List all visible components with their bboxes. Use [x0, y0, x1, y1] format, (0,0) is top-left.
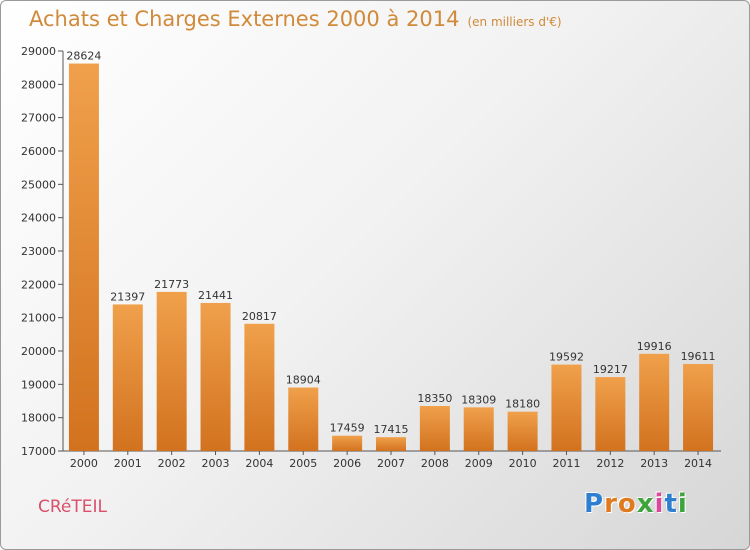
bar: [288, 387, 319, 451]
x-tick-label: 2009: [465, 457, 493, 470]
bar-value-label: 21773: [154, 278, 189, 291]
y-tick-label: 29000: [21, 45, 56, 58]
bar: [376, 437, 406, 451]
city-name: CRéTEIL: [38, 497, 107, 517]
x-tick-label: 2005: [289, 457, 317, 470]
x-axis: 2000 2001 2002 2003 2004 2005 2006 2007 2008 2009…: [63, 450, 721, 470]
bar: [683, 363, 714, 451]
bar: [639, 353, 670, 451]
y-tick-label: 20000: [21, 345, 56, 358]
bar-value-label: 19217: [593, 363, 628, 376]
bar: [551, 364, 582, 451]
logo-letter: P: [584, 489, 605, 519]
bar: [156, 291, 187, 451]
y-tick-label: 23000: [21, 245, 56, 258]
bar-value-label: 28624: [66, 50, 101, 63]
x-tick-label: 2008: [421, 457, 449, 470]
logo-letter: t: [664, 489, 678, 519]
y-tick-label: 18000: [21, 412, 56, 425]
bar-value-label: 21397: [110, 290, 145, 303]
x-tick-label: 2011: [552, 457, 580, 470]
bar: [507, 411, 538, 451]
bar: [332, 435, 363, 451]
y-tick-label: 27000: [21, 112, 56, 125]
bar-value-label: 18904: [286, 374, 321, 387]
x-tick-label: 2006: [333, 457, 361, 470]
y-tick-label: 25000: [21, 178, 56, 191]
x-tick-label: 2000: [70, 457, 98, 470]
y-tick-label: 22000: [21, 278, 56, 291]
y-tick-label: 28000: [21, 78, 56, 91]
x-tick-label: 2014: [684, 457, 712, 470]
y-axis: 17000 18000 19000 20000 21000 22000 23000 24000…: [21, 45, 64, 458]
y-tick-label: 17000: [21, 445, 56, 458]
x-tick-label: 2012: [596, 457, 624, 470]
x-tick-label: 2007: [377, 457, 405, 470]
x-tick-label: 2004: [245, 457, 273, 470]
bar-value-label: 19611: [681, 350, 716, 363]
bar: [244, 323, 275, 451]
bar-value-label: 19916: [637, 340, 672, 353]
bar-value-label: 17459: [330, 422, 365, 435]
logo-letter: i: [654, 489, 665, 519]
bar: [112, 304, 143, 451]
bars: 28624 21397 21773 21441 20817 18904 17459 17415…: [66, 50, 716, 452]
logo-letter: i: [677, 489, 688, 519]
chart-subtitle: (en milliers d'€): [467, 15, 562, 29]
y-tick-label: 19000: [21, 378, 56, 391]
x-tick-label: 2010: [509, 457, 537, 470]
bar: [419, 406, 450, 451]
y-tick-label: 21000: [21, 312, 56, 325]
bar-value-label: 19592: [549, 351, 584, 364]
logo-letter: o: [617, 489, 637, 519]
bar: [200, 302, 231, 451]
bar-value-label: 18309: [461, 393, 496, 406]
bar: [463, 407, 494, 451]
x-tick-label: 2002: [158, 457, 186, 470]
x-tick-label: 2001: [114, 457, 142, 470]
y-tick-label: 26000: [21, 145, 56, 158]
y-tick-label: 24000: [21, 212, 56, 225]
x-tick-label: 2003: [202, 457, 230, 470]
logo-letter: x: [636, 489, 655, 519]
bar-value-label: 20817: [242, 310, 277, 323]
x-tick-label: 2013: [640, 457, 668, 470]
bar-value-label: 18180: [505, 398, 540, 411]
logo-letter: r: [604, 489, 618, 519]
bar-value-label: 21441: [198, 289, 233, 302]
bar-value-label: 18350: [417, 392, 452, 405]
bar-value-label: 17415: [374, 423, 409, 436]
bar: [595, 377, 626, 451]
bar: [68, 63, 99, 452]
proxiti-logo: Proxiti: [584, 489, 688, 519]
chart-title: Achats et Charges Externes 2000 à 2014: [29, 7, 460, 31]
title-row: Achats et Charges Externes 2000 à 2014 (e…: [29, 7, 562, 31]
